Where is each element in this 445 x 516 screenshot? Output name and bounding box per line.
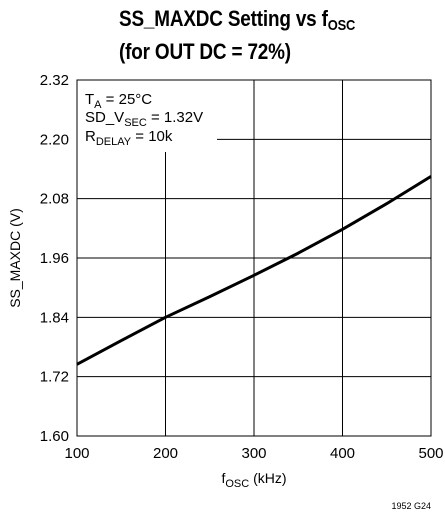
y-tick-label: 2.32 [40,72,69,89]
y-tick-label: 1.60 [40,428,69,445]
y-axis-label: SS_MAXDC (V) [7,208,23,308]
figure-id: 1952 G24 [391,501,431,511]
y-tick-label: 1.84 [40,309,69,326]
title-line-2: (for OUT DC = 72%) [119,39,291,64]
series-line [76,175,432,366]
chart-title: SS_MAXDC Setting vs fOSC (for OUT DC = 7… [119,6,355,65]
tick-labels: 1.60 1.72 1.84 1.96 2.08 2.20 2.32 100 200 300 400… [40,72,444,462]
y-tick-label: 1.72 [40,369,69,386]
y-tick-label: 2.08 [40,191,69,208]
x-tick-label: 100 [64,445,89,462]
x-tick-label: 200 [153,445,178,462]
x-axis-label: fOSC (kHz) [221,470,286,490]
condition-line: TA = 25°C [85,91,152,111]
x-tick-label: 300 [241,445,266,462]
x-tick-label: 500 [418,445,443,462]
condition-line: SD_VSEC = 1.32V [85,109,203,129]
x-tick-label: 400 [330,445,355,462]
condition-line: RDELAY = 10k [85,128,173,148]
y-tick-label: 2.20 [40,131,69,148]
grid [77,80,431,436]
plot-frame [76,79,432,437]
series [76,175,432,366]
title-line-1: SS_MAXDC Setting vs fOSC [119,6,356,34]
y-tick-label: 1.96 [40,250,69,267]
